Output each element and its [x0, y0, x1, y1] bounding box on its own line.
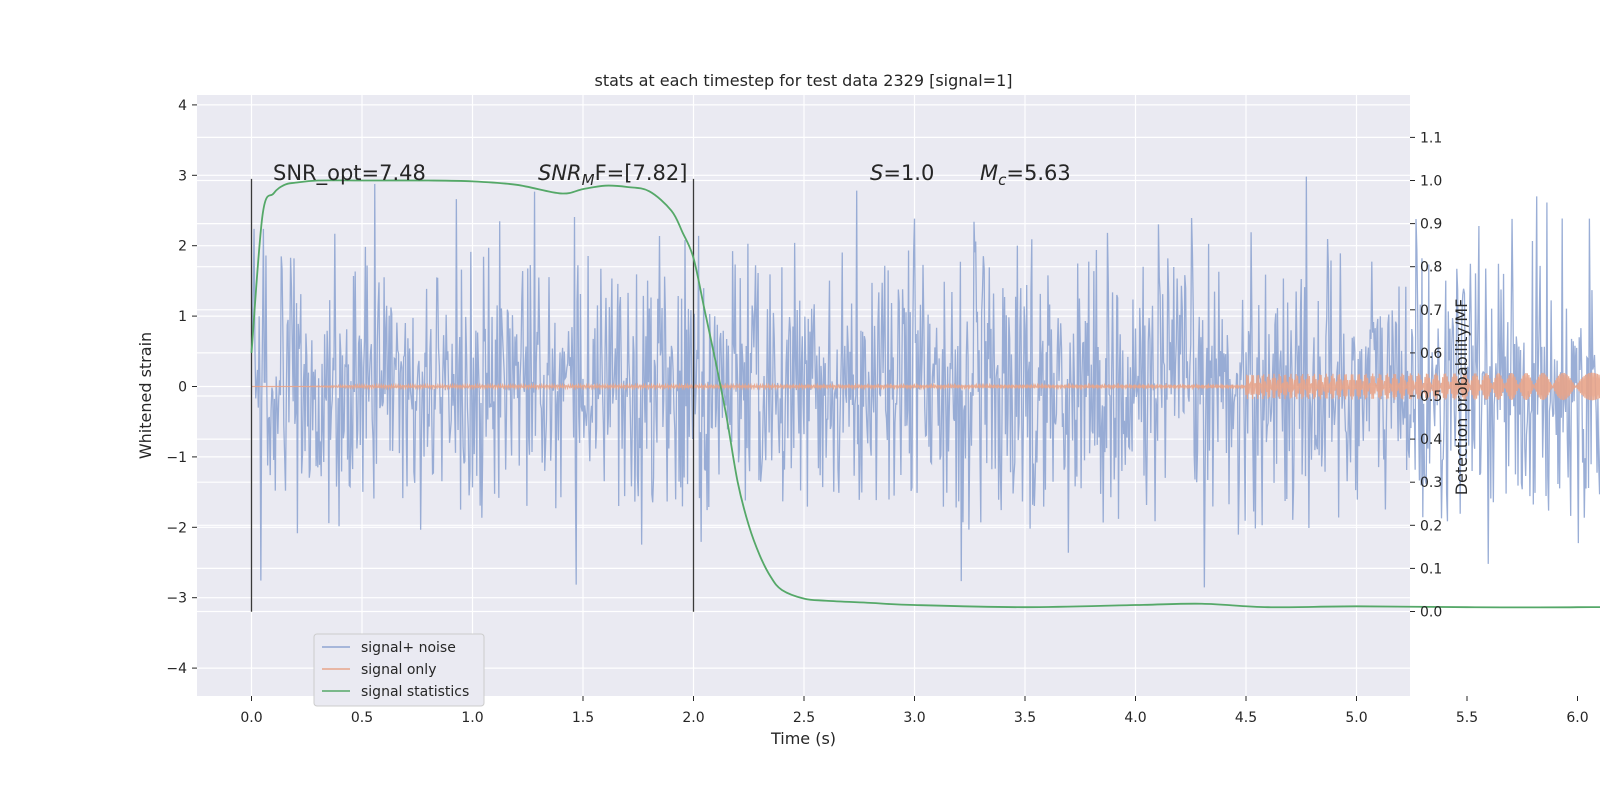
annotation-s-var: S	[870, 161, 883, 185]
y2-tick-label: 0.8	[1420, 260, 1442, 276]
y2-tick-label: 0.4	[1420, 432, 1442, 448]
y-tick-label: 3	[178, 168, 187, 184]
y2-tick-label: 0.2	[1420, 518, 1442, 534]
annotation-snr-mf-sub: M	[582, 171, 595, 189]
x-tick-label: 2.5	[793, 710, 815, 726]
chart-title: stats at each timestep for test data 232…	[594, 71, 1012, 90]
y-axis-label: Whitened strain	[136, 332, 155, 459]
y2-tick-label: 0.6	[1420, 346, 1442, 362]
x-tick-label: 3.5	[1014, 710, 1036, 726]
y-tick-label: 2	[178, 239, 187, 255]
legend: signal+ noise signal only signal statist…	[313, 633, 485, 707]
axes: 0.00.51.01.52.02.53.03.54.04.55.05.56.06…	[166, 98, 1588, 726]
annotation-mc-rest: =5.63	[1006, 161, 1070, 185]
x-tick-label: 3.0	[903, 710, 925, 726]
annotation-snr-mf: SNRMF=[7.82]	[538, 161, 687, 189]
event-markers	[250, 178, 695, 612]
signal-only-series	[251, 372, 1600, 401]
x-tick-label: 5.0	[1345, 710, 1367, 726]
annotation-mc-var: M	[980, 161, 998, 185]
signal-statistics-line	[250, 179, 1600, 609]
y2-tick-label: 0.9	[1420, 217, 1442, 233]
annotation-snr-opt: SNR_opt=7.48	[273, 161, 426, 186]
y-tick-label: 4	[178, 98, 187, 114]
x-tick-label: 5.5	[1456, 710, 1478, 726]
y2-tick-label: 1.1	[1420, 130, 1442, 146]
legend-label-signal-statistics: signal statistics	[361, 684, 469, 700]
annotation-snr-mf-var: SNR	[538, 161, 582, 185]
x-axis-label: Time (s)	[770, 729, 836, 748]
x-tick-label: 0.5	[351, 710, 373, 726]
x-tick-label: 1.0	[461, 710, 483, 726]
annotation-mc-sub: c	[998, 171, 1007, 189]
y-tick-label: 0	[178, 380, 187, 396]
y2-tick-label: 0.1	[1420, 561, 1442, 577]
y2-tick-label: 0.0	[1420, 605, 1442, 621]
y2-tick-label: 0.5	[1420, 389, 1442, 405]
x-tick-label: 6.0	[1566, 710, 1588, 726]
annotation-s: S=1.0	[870, 161, 934, 185]
y-tick-label: −4	[166, 661, 187, 677]
signal-only-line	[251, 372, 1600, 401]
y2-axis-label: Detection probability/MF	[1452, 299, 1471, 496]
legend-label-signal-only: signal only	[361, 662, 436, 678]
y2-tick-label: 0.3	[1420, 475, 1442, 491]
y-tick-label: −2	[166, 520, 187, 536]
signal-statistics-series	[250, 179, 1600, 609]
y-tick-label: −3	[166, 591, 187, 607]
annotation-s-rest: =1.0	[883, 161, 934, 185]
legend-label-signal-noise: signal+ noise	[361, 640, 456, 656]
annotation-mc: Mc=5.63	[980, 161, 1071, 189]
x-tick-label: 4.0	[1124, 710, 1146, 726]
x-tick-label: 4.5	[1235, 710, 1257, 726]
y-tick-label: −1	[166, 450, 187, 466]
y2-tick-label: 1.0	[1420, 174, 1442, 190]
x-tick-label: 2.0	[682, 710, 704, 726]
x-tick-label: 1.5	[572, 710, 594, 726]
legend-box	[313, 633, 485, 707]
y-tick-label: 1	[178, 309, 187, 325]
y2-tick-label: 0.7	[1420, 303, 1442, 319]
annotation-snr-mf-rest: F=[7.82]	[595, 161, 688, 185]
x-tick-label: 0.0	[240, 710, 262, 726]
